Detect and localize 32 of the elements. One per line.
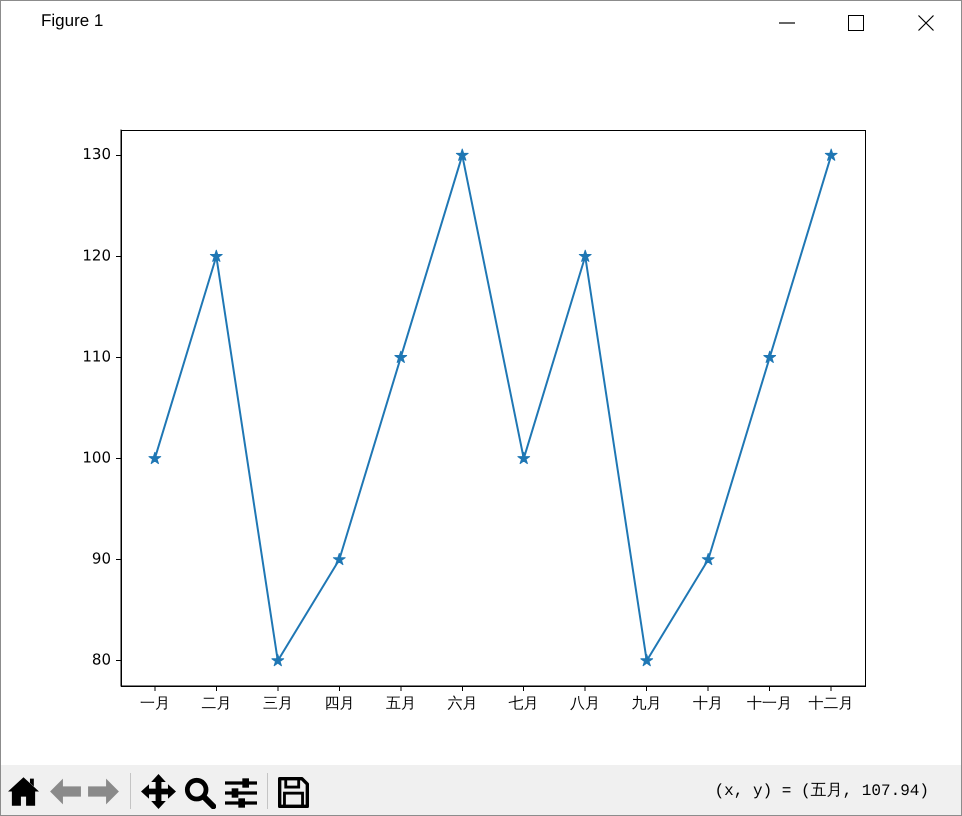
point: [394, 350, 408, 363]
point: [271, 654, 284, 666]
point: [763, 350, 776, 363]
point: [702, 552, 715, 566]
y-tick-label: 80: [92, 650, 111, 669]
x-tick-label: 二月: [201, 694, 232, 712]
x-tick-label: 六月: [447, 694, 478, 712]
x-tick-label: 四月: [324, 694, 354, 712]
y-tick-label: 100: [82, 448, 111, 466]
point: [517, 452, 530, 464]
point: [148, 452, 162, 464]
x-tick-label: 五月: [386, 694, 416, 712]
y-tick-label: 120: [82, 246, 111, 264]
x-tick-label: 十一月: [747, 694, 792, 712]
x-tick-label: 七月: [508, 694, 539, 712]
point: [640, 654, 654, 666]
toolbar: (x, y) = (五月, 107.94): [1, 765, 961, 815]
point: [456, 148, 469, 161]
x-tick-label: 九月: [632, 694, 662, 712]
x-tick-label: 十二月: [808, 694, 854, 712]
point: [332, 552, 346, 566]
point: [824, 148, 838, 161]
x-tick-label: 三月: [262, 694, 293, 712]
x-tick-label: 一月: [140, 694, 170, 712]
x-tick-label: 八月: [570, 694, 600, 712]
y-tick-label: 110: [82, 347, 111, 366]
caption: Figure 1: [41, 11, 104, 31]
y-tick-label: 90: [92, 550, 111, 568]
point: [210, 250, 223, 262]
point: [578, 250, 592, 262]
x-tick-label: 十月: [693, 694, 724, 712]
y-tick-label: 130: [82, 145, 111, 164]
